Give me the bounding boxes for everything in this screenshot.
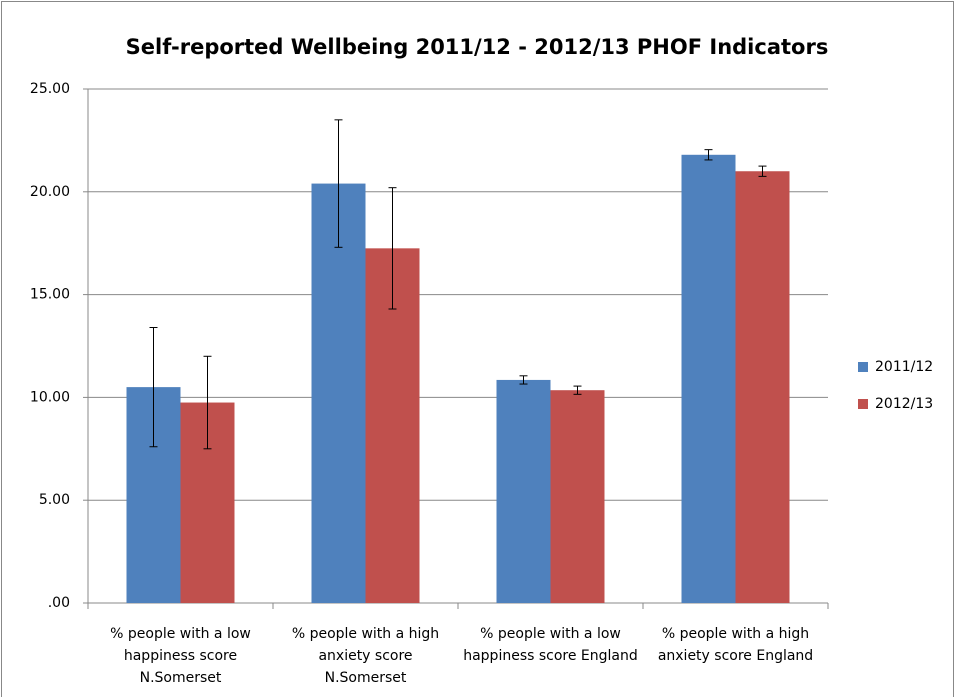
y-tick-label: 15.00 bbox=[30, 287, 70, 303]
x-tick-label: % people with a low happiness score Engl… bbox=[463, 626, 638, 664]
y-tick-label: 10.00 bbox=[30, 389, 70, 405]
y-tick-label: 5.00 bbox=[39, 492, 70, 508]
legend-swatch bbox=[858, 362, 868, 372]
bar bbox=[550, 390, 605, 603]
legend-swatch bbox=[858, 399, 868, 409]
bar bbox=[496, 379, 551, 603]
legend-label: 2011/12 bbox=[875, 359, 933, 375]
x-tick-label: % people with a high anxiety score Engla… bbox=[657, 626, 814, 664]
chart-title: Self-reported Wellbeing 2011/12 - 2012/1… bbox=[126, 35, 829, 59]
y-tick-label: 20.00 bbox=[30, 184, 70, 200]
bar bbox=[311, 183, 366, 604]
y-tick-label: 25.00 bbox=[30, 81, 70, 97]
legend-label: 2012/13 bbox=[875, 396, 933, 412]
bar bbox=[681, 154, 736, 604]
x-tick-label: % people with a low happiness score N.So… bbox=[110, 626, 251, 686]
x-tick-label: % people with a high anxiety score N.Som… bbox=[291, 626, 440, 686]
bar bbox=[735, 171, 790, 604]
y-tick-label: .00 bbox=[48, 595, 70, 611]
